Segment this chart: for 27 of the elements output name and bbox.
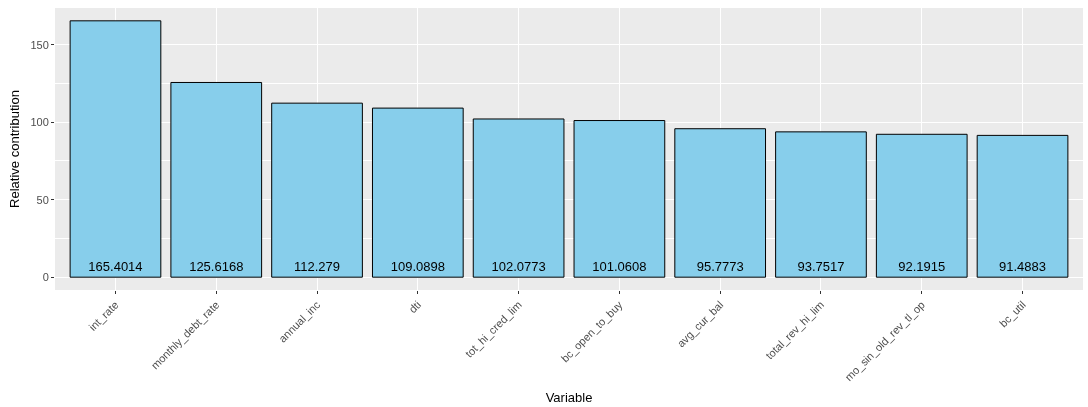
x-tick-label: dti [406,298,424,316]
data-label: 101.0608 [592,259,647,275]
y-tick-label: 150 [30,38,49,51]
data-label: 165.4014 [88,259,143,275]
bar [976,134,1069,278]
bar [170,81,263,278]
bar [69,20,162,278]
data-label: 102.0773 [491,259,546,275]
y-axis-title: Relative contribution [7,90,22,208]
data-label: 95.7773 [696,259,744,275]
data-label: 112.279 [294,259,341,275]
bar [875,133,968,278]
bar [472,118,565,278]
bar [271,102,363,278]
y-tick-label: 50 [36,193,49,206]
data-label: 125.6168 [189,259,244,275]
bar [674,128,767,278]
x-axis-title: Variable [545,389,593,405]
bar [371,107,464,278]
data-label: 109.0898 [390,259,445,275]
y-tick-label: 0 [42,271,49,284]
data-label: 92.1915 [898,259,946,275]
bar [573,120,666,278]
data-label: 91.4883 [999,259,1047,275]
y-tick-label: 100 [30,116,49,129]
data-label: 93.7517 [797,259,845,275]
bar [775,131,867,278]
